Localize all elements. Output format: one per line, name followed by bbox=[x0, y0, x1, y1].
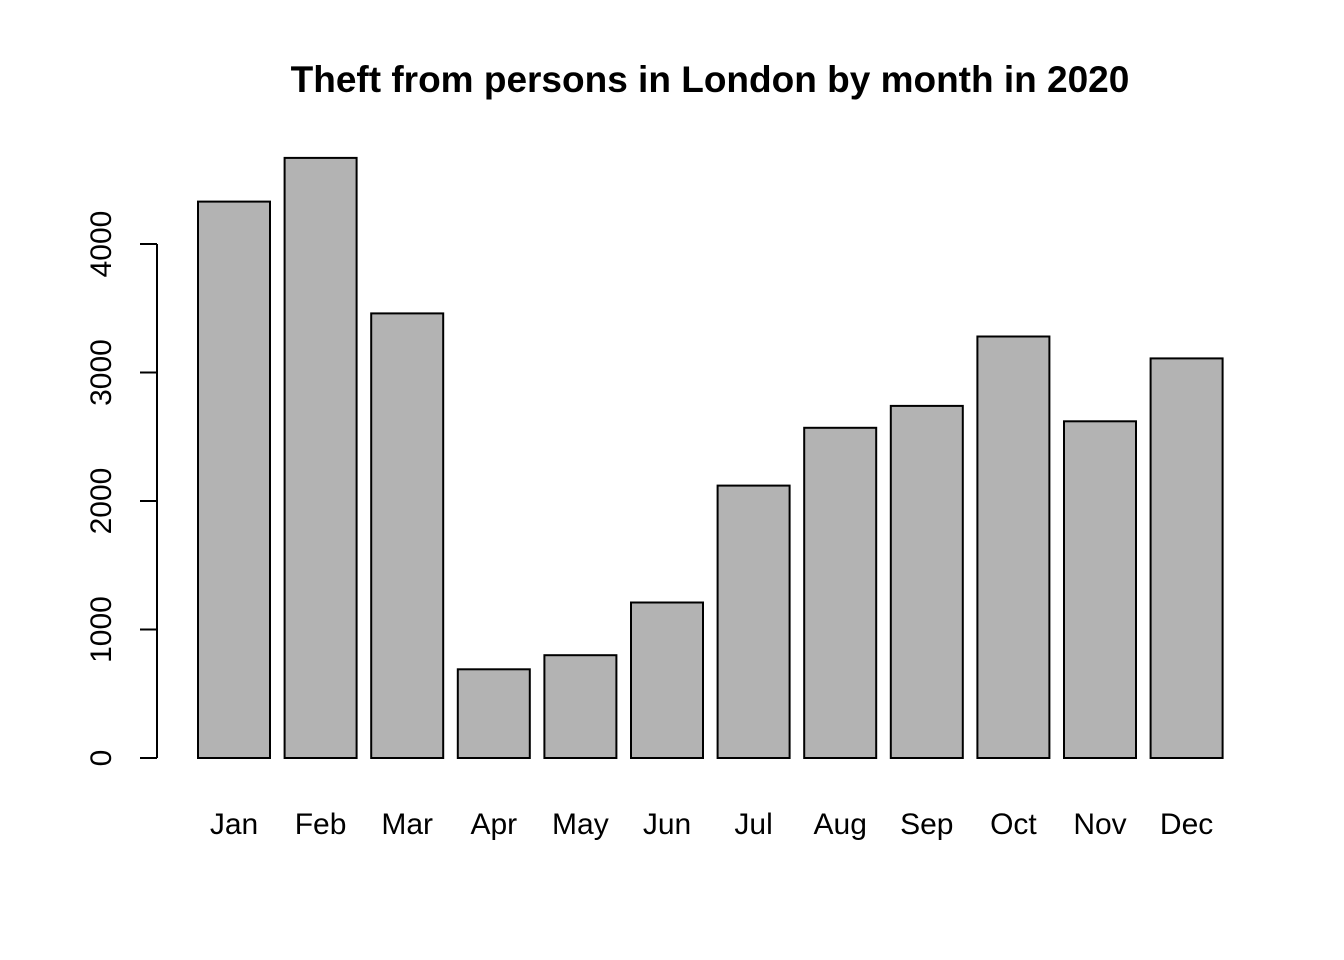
bar-dec bbox=[1149, 357, 1224, 759]
bar-oct bbox=[976, 335, 1051, 759]
x-axis-labels: Jan Feb Mar Apr May Jun Jul Aug Sep Oct Nov Dec bbox=[210, 808, 1213, 841]
x-tick-label-sep: Sep bbox=[900, 808, 953, 841]
bar-jun bbox=[630, 601, 704, 759]
bar-nov bbox=[1063, 420, 1137, 759]
x-tick-label-feb: Feb bbox=[295, 808, 347, 841]
y-tick-label-3000: 3000 bbox=[85, 339, 118, 406]
x-tick-label-jun: Jun bbox=[643, 808, 691, 841]
bar-sep bbox=[889, 404, 964, 759]
bars-group bbox=[197, 156, 1224, 760]
x-tick-label-jul: Jul bbox=[734, 808, 772, 841]
x-tick-label-may: May bbox=[552, 808, 609, 841]
bar-jan bbox=[197, 200, 271, 760]
x-tick-label-apr: Apr bbox=[470, 808, 517, 841]
x-tick-label-mar: Mar bbox=[381, 808, 433, 841]
x-tick-label-dec: Dec bbox=[1160, 808, 1213, 841]
bar-aug bbox=[803, 426, 878, 759]
y-tick-label-1000: 1000 bbox=[85, 596, 118, 663]
bar-jul bbox=[716, 484, 791, 759]
y-axis: 0 1000 2000 3000 4000 bbox=[85, 211, 158, 767]
bar-may bbox=[543, 654, 618, 760]
chart-title: Theft from persons in London by month in… bbox=[291, 59, 1130, 100]
x-tick-label-jan: Jan bbox=[210, 808, 258, 841]
x-tick-label-oct: Oct bbox=[990, 808, 1037, 841]
y-tick-label-4000: 4000 bbox=[85, 211, 118, 278]
x-tick-label-nov: Nov bbox=[1073, 808, 1126, 841]
bar-feb bbox=[283, 156, 358, 759]
bar-mar bbox=[370, 312, 445, 759]
x-tick-label-aug: Aug bbox=[814, 808, 867, 841]
y-tick-label-0: 0 bbox=[85, 750, 118, 767]
y-tick-label-2000: 2000 bbox=[85, 468, 118, 535]
bar-apr bbox=[456, 668, 531, 759]
